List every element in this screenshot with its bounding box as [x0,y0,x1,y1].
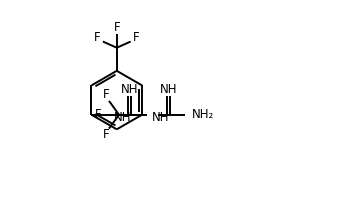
Text: F: F [94,31,101,44]
Text: F: F [103,88,109,101]
Text: NH: NH [114,111,131,124]
Text: NH: NH [121,83,139,96]
Text: NH₂: NH₂ [192,108,214,121]
Text: NH: NH [160,83,177,96]
Text: F: F [114,21,120,34]
Text: F: F [95,108,102,121]
Text: NH: NH [152,111,170,124]
Text: F: F [133,31,139,44]
Text: F: F [103,128,109,141]
